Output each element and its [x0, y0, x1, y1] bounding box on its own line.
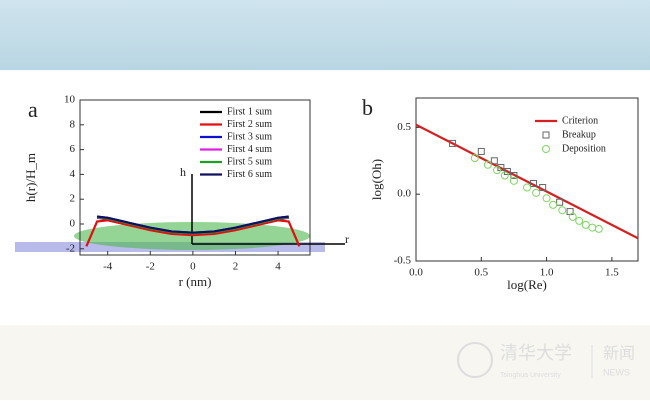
x-tick-label: 0	[190, 261, 196, 273]
plot-frame	[415, 97, 639, 262]
header-band	[0, 0, 650, 70]
content	[0, 70, 650, 325]
y-tick-label: 6	[70, 143, 76, 155]
x-tick-label: 1.5	[605, 267, 619, 279]
series-line	[415, 123, 639, 240]
y-tick-label: 2	[70, 193, 76, 205]
point	[568, 212, 577, 221]
y-tick-label: 0.0	[397, 188, 411, 200]
y-tick-label: 8	[70, 118, 76, 130]
legend-marker	[542, 145, 550, 153]
annotation: r	[345, 232, 349, 246]
point	[449, 139, 457, 147]
point	[523, 183, 531, 192]
legend-label: Criterion	[562, 115, 598, 126]
point	[542, 194, 551, 203]
y-tick-label: -2	[66, 242, 75, 254]
legend-label: First 2 sum	[227, 119, 272, 130]
point	[470, 154, 479, 163]
series-line	[96, 215, 289, 234]
point	[558, 206, 567, 215]
x-tick-label: -4	[103, 261, 113, 273]
point	[500, 171, 509, 180]
point	[530, 180, 538, 188]
section: 新闻	[603, 345, 635, 363]
x-axis-label: log(Re)	[507, 277, 547, 292]
y-axis-label: log(Oh)	[369, 159, 384, 200]
logo-seal	[457, 342, 493, 378]
footer-band	[0, 325, 650, 400]
point	[556, 198, 564, 206]
y-tick-label: 0.5	[397, 121, 411, 133]
panel-label: b	[362, 95, 373, 120]
y-tick-label: 4	[70, 168, 76, 180]
point	[477, 147, 485, 155]
legend-label: Deposition	[562, 143, 606, 154]
plot-frame	[79, 99, 311, 256]
legend-label: First 6 sum	[227, 169, 272, 180]
point	[532, 188, 541, 197]
y-axis-label: h(r)/H_m	[23, 153, 38, 202]
legend-marker	[542, 131, 550, 139]
section-en: NEWS	[603, 367, 630, 377]
x-tick-label: 0.5	[474, 267, 488, 279]
legend-label: First 5 sum	[227, 156, 272, 167]
x-tick-label: 4	[275, 261, 281, 273]
point	[539, 184, 547, 192]
x-tick-label: 0.0	[409, 267, 423, 279]
x-tick-label: -2	[146, 261, 155, 273]
x-tick-label: 1.0	[540, 267, 554, 279]
y-tick-label: 0	[70, 218, 76, 230]
x-axis-label: r (nm)	[179, 274, 212, 289]
point	[510, 171, 518, 179]
panel-label: a	[28, 97, 38, 122]
logo-text: 清华大学	[500, 343, 572, 363]
point	[575, 216, 584, 225]
point	[549, 200, 558, 209]
point	[492, 166, 501, 175]
logo-subtitle: Tsinghua University	[500, 372, 561, 379]
legend-label: First 3 sum	[227, 131, 272, 142]
point	[594, 224, 603, 233]
series-line	[85, 219, 301, 247]
point	[509, 176, 518, 185]
annotation: h	[180, 165, 186, 179]
legend-label: First 4 sum	[227, 144, 272, 155]
point	[483, 160, 492, 169]
point	[503, 167, 511, 175]
legend-label: First 1 sum	[227, 106, 272, 117]
y-tick-label: -0.5	[394, 255, 412, 267]
legend-label: Breakup	[562, 129, 596, 140]
point	[490, 157, 498, 165]
x-tick-label: 2	[233, 261, 239, 273]
y-tick-label: 10	[64, 94, 76, 106]
point	[581, 220, 590, 229]
